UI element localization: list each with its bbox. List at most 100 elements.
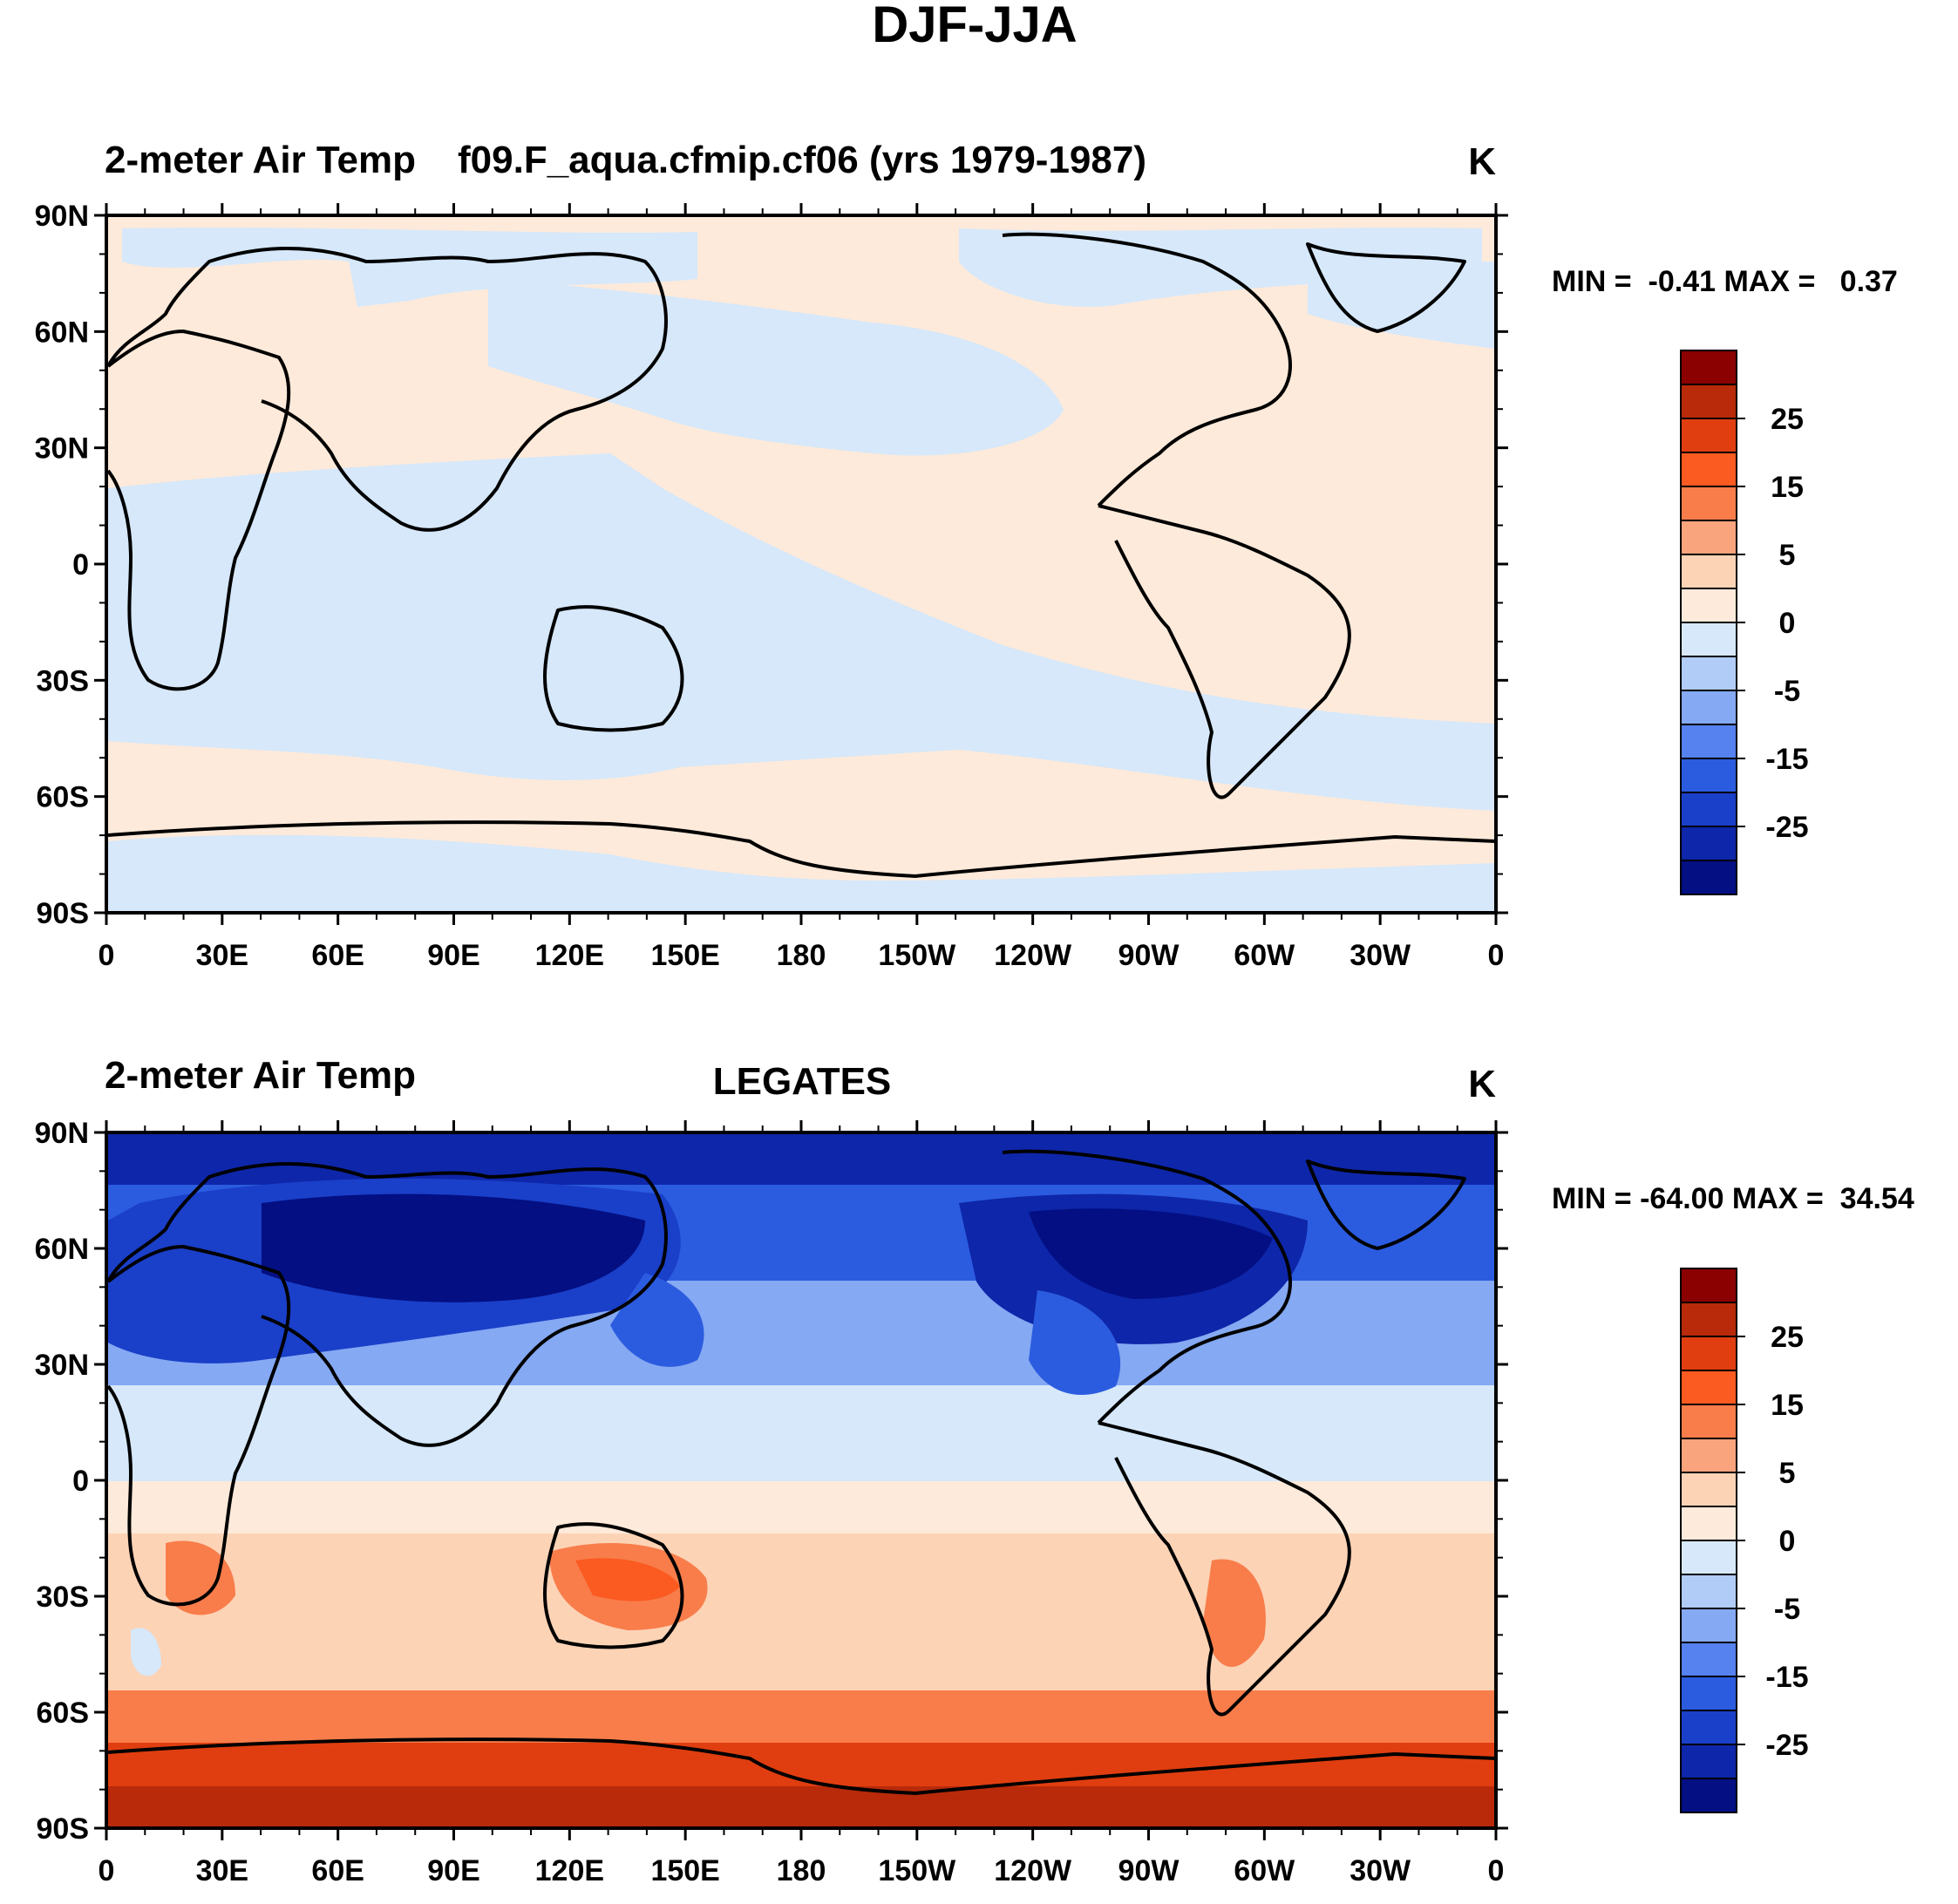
x-tick-label: 60W <box>1234 1854 1295 1887</box>
colorbar-swatch <box>1681 1744 1737 1778</box>
panel-2-minmax: MIN = -64.00 MAX = 34.54 <box>1552 1182 1914 1215</box>
colorbar-swatch <box>1681 1710 1737 1744</box>
y-tick-label: 60N <box>35 316 89 349</box>
x-tick-label: 90W <box>1118 939 1180 972</box>
colorbar-label: 15 <box>1771 471 1804 504</box>
y-tick-label: 60S <box>37 1697 90 1730</box>
x-tick-label: 90W <box>1118 1854 1180 1887</box>
colorbar-swatch <box>1681 588 1737 622</box>
colorbar-swatch <box>1681 452 1737 486</box>
x-tick-label: 90E <box>427 939 480 972</box>
panel-1-units: K <box>1468 140 1496 183</box>
figure: DJF-JJA 2-meter Air Temp f09.F_aqua.cfmi… <box>0 0 1958 1904</box>
x-tick-label: 120E <box>535 939 604 972</box>
colorbar-swatch <box>1681 1302 1737 1336</box>
x-tick-label: 0 <box>1488 1854 1505 1887</box>
x-tick-label: 0 <box>99 939 115 972</box>
colorbar-label: -15 <box>1765 743 1808 776</box>
colorbar-label: -5 <box>1774 675 1800 708</box>
x-tick-label: 90E <box>427 1854 480 1887</box>
colorbar-swatch <box>1681 554 1737 588</box>
x-tick-label: 30W <box>1350 1854 1411 1887</box>
x-tick-label: 180 <box>777 1854 826 1887</box>
colorbar-swatch <box>1681 656 1737 690</box>
x-tick-label: 150W <box>878 1854 956 1887</box>
colorbar-swatch <box>1681 826 1737 860</box>
colorbar-swatch <box>1681 384 1737 418</box>
x-tick-label: 150E <box>650 939 719 972</box>
x-tick-label: 150W <box>878 939 956 972</box>
x-tick-label: 30E <box>196 1854 249 1887</box>
colorbar-swatch <box>1681 1370 1737 1404</box>
colorbar-swatch <box>1681 1506 1737 1540</box>
y-tick-label: 30S <box>37 1581 90 1614</box>
colorbar-label: 25 <box>1771 403 1804 436</box>
colorbar-swatch <box>1681 860 1737 894</box>
panel-2-map-fill <box>106 1132 1496 1828</box>
y-tick-label: 90N <box>35 1117 89 1150</box>
x-tick-label: 0 <box>1488 939 1505 972</box>
y-tick-label: 60S <box>37 781 90 814</box>
panel-1-left-title: 2-meter Air Temp <box>105 139 416 181</box>
panel-1: 2-meter Air Temp f09.F_aqua.cfmip.cf06 (… <box>35 139 1898 972</box>
y-tick-label: 90S <box>37 1812 90 1846</box>
y-tick-label: 90S <box>37 897 90 930</box>
colorbar-swatch <box>1681 622 1737 656</box>
colorbar-swatch <box>1681 724 1737 758</box>
y-tick-label: 30N <box>35 1349 89 1382</box>
colorbar-swatch <box>1681 1608 1737 1642</box>
y-tick-label: 30S <box>37 664 90 697</box>
colorbar-swatch <box>1681 1404 1737 1438</box>
colorbar-label: 5 <box>1779 539 1796 572</box>
panel-2-left-title: 2-meter Air Temp <box>105 1054 416 1097</box>
panel-2: 2-meter Air Temp LEGATES K <box>35 1054 1914 1887</box>
colorbar-swatch <box>1681 418 1737 452</box>
colorbar-label: 5 <box>1779 1457 1796 1490</box>
x-tick-label: 60E <box>311 1854 364 1887</box>
panel-2-units: K <box>1468 1063 1496 1105</box>
y-tick-label: 0 <box>72 1465 89 1498</box>
y-tick-label: 30N <box>35 432 89 466</box>
colorbar-swatch <box>1681 520 1737 554</box>
colorbar-swatch <box>1681 1676 1737 1710</box>
colorbar-swatch <box>1681 1778 1737 1812</box>
colorbar-swatch <box>1681 486 1737 520</box>
colorbar-label: -25 <box>1765 1729 1808 1762</box>
x-tick-label: 60E <box>311 939 364 972</box>
panel-1-colorbar: 25 15 5 0 -5 -15 -25 <box>1681 350 1809 894</box>
colorbar-swatch <box>1681 758 1737 792</box>
colorbar-label: 25 <box>1771 1321 1804 1354</box>
y-tick-label: 0 <box>72 548 89 581</box>
x-tick-label: 120W <box>994 939 1072 972</box>
x-tick-label: 120W <box>994 1854 1072 1887</box>
y-tick-label: 60N <box>35 1233 89 1266</box>
colorbar-label: 0 <box>1779 1525 1796 1558</box>
panel-2-center-title: LEGATES <box>713 1060 892 1103</box>
colorbar-swatch <box>1681 1574 1737 1608</box>
x-tick-label: 120E <box>535 1854 604 1887</box>
colorbar-label: 15 <box>1771 1389 1804 1422</box>
x-tick-label: 150E <box>650 1854 719 1887</box>
colorbar-label: -5 <box>1774 1593 1800 1626</box>
colorbar-label: 0 <box>1779 607 1796 640</box>
x-tick-label: 30W <box>1350 939 1411 972</box>
colorbar-swatch <box>1681 690 1737 724</box>
x-tick-label: 30E <box>196 939 249 972</box>
colorbar-swatch <box>1681 1438 1737 1472</box>
y-tick-label: 90N <box>35 200 89 233</box>
panel-2-colorbar: 25 15 5 0 -5 -15 -25 <box>1681 1268 1809 1812</box>
x-tick-label: 180 <box>777 939 826 972</box>
colorbar-label: -25 <box>1765 811 1808 844</box>
figure-title: DJF-JJA <box>872 0 1077 53</box>
colorbar-swatch <box>1681 792 1737 826</box>
colorbar-label: -15 <box>1765 1661 1808 1694</box>
x-tick-label: 0 <box>99 1854 115 1887</box>
panel-1-minmax: MIN = -0.41 MAX = 0.37 <box>1552 265 1898 298</box>
panel-1-center-title: f09.F_aqua.cfmip.cf06 (yrs 1979-1987) <box>458 139 1146 181</box>
x-tick-label: 60W <box>1234 939 1295 972</box>
colorbar-swatch <box>1681 1336 1737 1370</box>
colorbar-swatch <box>1681 1472 1737 1506</box>
colorbar-swatch <box>1681 1268 1737 1302</box>
colorbar-swatch <box>1681 350 1737 384</box>
colorbar-swatch <box>1681 1540 1737 1574</box>
